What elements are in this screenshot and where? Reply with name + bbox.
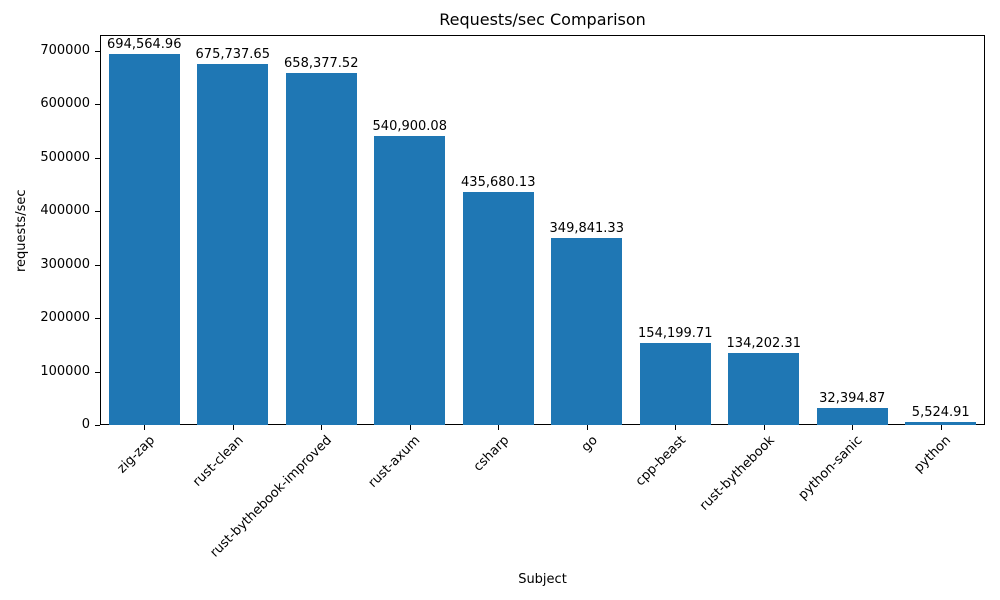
y-tick-mark [95, 157, 100, 159]
bar [374, 136, 446, 425]
y-tick-label: 300000 [40, 256, 90, 272]
bar [462, 192, 534, 425]
bar-value-label: 694,564.96 [107, 36, 182, 52]
y-tick-label: 0 [81, 417, 90, 432]
x-tick-mark [144, 425, 146, 430]
bar [639, 342, 711, 425]
x-tick-label-text: cpp-beast [632, 433, 689, 490]
y-tick-label: 700000 [40, 43, 90, 59]
bar-value-label: 435,680.13 [461, 175, 536, 191]
x-tick-label-text: zig-zap [114, 433, 158, 477]
x-tick-mark [498, 425, 500, 430]
x-tick-mark [321, 425, 323, 430]
y-tick-label: 100000 [40, 363, 90, 379]
y-tick-mark [95, 264, 100, 266]
x-tick-label-text: python [911, 433, 955, 476]
y-tick-mark [95, 104, 100, 106]
x-tick-mark [852, 425, 854, 430]
x-tick-label-text: csharp [470, 433, 512, 475]
bar-value-label: 675,737.65 [195, 46, 270, 62]
x-tick-label-text: go [578, 433, 601, 456]
x-tick-mark [586, 425, 588, 430]
y-tick-mark [95, 211, 100, 213]
y-tick-mark [95, 425, 100, 426]
bar-value-label: 658,377.52 [284, 56, 359, 72]
x-tick-mark [675, 425, 677, 430]
bar [551, 238, 623, 425]
bar [905, 422, 977, 425]
bar [197, 63, 269, 425]
bar-value-label: 154,199.71 [638, 325, 713, 341]
x-tick-label-text: python-sanic [795, 433, 866, 503]
bar-value-label: 5,524.91 [911, 405, 970, 421]
x-tick-mark [409, 425, 411, 430]
y-tick-label: 500000 [40, 149, 90, 165]
y-tick-label: 600000 [40, 96, 90, 112]
x-axis-label: Subject [518, 572, 567, 587]
plot-border [100, 35, 985, 425]
bar [108, 53, 180, 425]
bar [285, 73, 357, 425]
y-tick-label: 400000 [40, 203, 90, 219]
y-tick-mark [95, 371, 100, 373]
bar-value-label: 32,394.87 [819, 390, 886, 406]
x-tick-mark [763, 425, 765, 430]
bar-value-label: 349,841.33 [549, 221, 624, 237]
chart-title: Requests/sec Comparison [439, 10, 646, 29]
x-tick-label-text: rust-clean [189, 433, 247, 490]
bar [728, 353, 800, 425]
x-tick-mark [940, 425, 942, 430]
y-tick-label: 200000 [40, 310, 90, 326]
bar [816, 407, 888, 425]
bar-value-label: 134,202.31 [726, 336, 801, 352]
bar-value-label: 540,900.08 [372, 119, 447, 135]
y-tick-mark [95, 51, 100, 53]
x-tick-label-text: rust-axum [365, 433, 424, 491]
y-tick-mark [95, 318, 100, 320]
x-tick-mark [232, 425, 234, 430]
x-tick-label-text: rust-bythebook [696, 433, 778, 514]
